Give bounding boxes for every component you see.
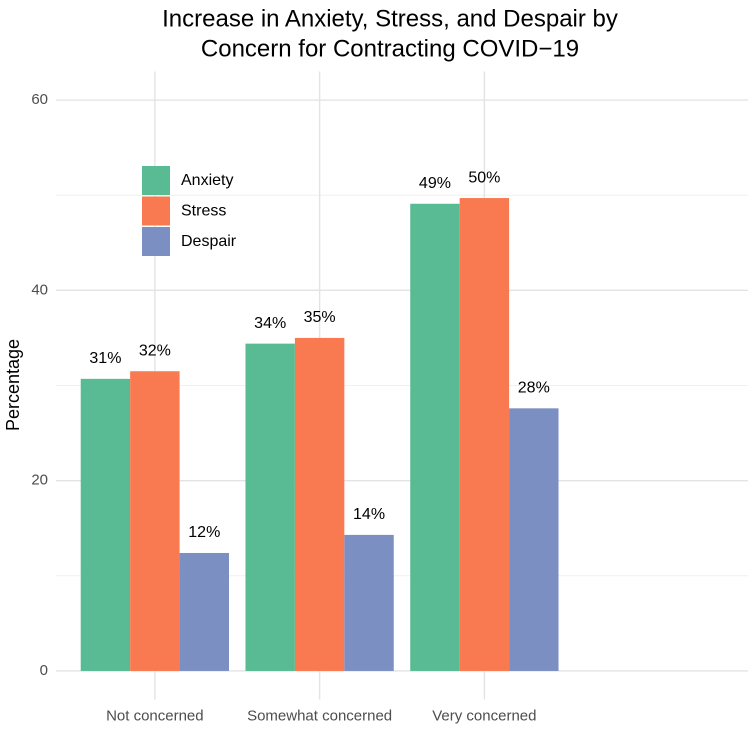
y-tick-label: 40 <box>31 281 48 298</box>
bar <box>245 343 295 671</box>
legend-label: Stress <box>181 203 226 220</box>
bar <box>294 337 345 671</box>
bar <box>509 408 559 671</box>
data-label: 31% <box>89 350 121 367</box>
legend-key <box>142 166 170 195</box>
bar <box>130 371 180 671</box>
y-tick-label: 20 <box>31 472 48 489</box>
marks <box>80 198 559 671</box>
data-label: 35% <box>304 309 336 326</box>
data-label: 12% <box>188 524 220 541</box>
legend-key <box>142 227 170 256</box>
data-label: 34% <box>254 315 286 332</box>
y-axis-label: Percentage <box>3 339 23 431</box>
y-tick-label: 60 <box>31 91 48 108</box>
bar <box>410 203 460 671</box>
bar <box>80 378 131 671</box>
legend-label: Anxiety <box>181 172 233 189</box>
x-tick-label: Not concerned <box>106 707 204 724</box>
chart-title: Increase in Anxiety, Stress, and Despair… <box>162 5 618 32</box>
bar <box>344 534 394 671</box>
data-label: 14% <box>353 506 385 523</box>
x-tick-label: Somewhat concerned <box>247 707 392 724</box>
data-label: 32% <box>139 342 171 359</box>
data-label: 49% <box>419 175 451 192</box>
bar <box>179 552 229 671</box>
bar <box>459 198 510 671</box>
x-tick-label: Very concerned <box>432 707 536 724</box>
legend-key <box>142 196 170 226</box>
chart-title: Concern for Contracting COVID−19 <box>201 35 579 62</box>
data-label: 50% <box>468 169 500 186</box>
legend-label: Despair <box>181 233 237 250</box>
y-tick-label: 0 <box>40 662 48 679</box>
data-label: 28% <box>518 380 550 397</box>
